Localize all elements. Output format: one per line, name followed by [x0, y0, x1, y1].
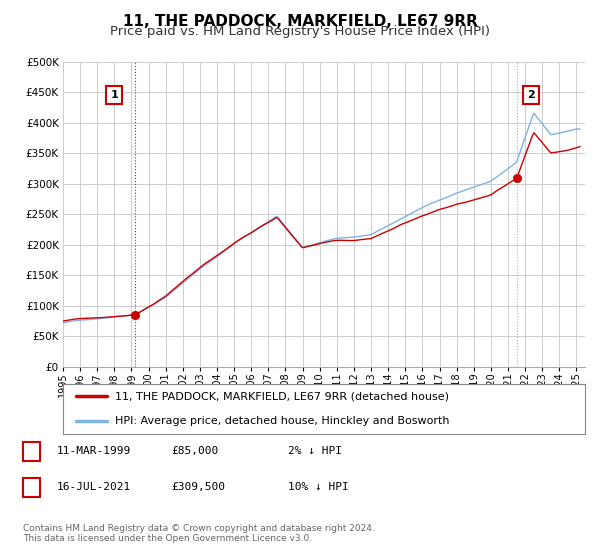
Text: 1: 1 — [28, 446, 35, 456]
Text: 11, THE PADDOCK, MARKFIELD, LE67 9RR (detached house): 11, THE PADDOCK, MARKFIELD, LE67 9RR (de… — [115, 391, 449, 401]
Text: 10% ↓ HPI: 10% ↓ HPI — [288, 482, 349, 492]
Text: Price paid vs. HM Land Registry's House Price Index (HPI): Price paid vs. HM Land Registry's House … — [110, 25, 490, 38]
Text: 2: 2 — [28, 482, 35, 492]
Text: Contains HM Land Registry data © Crown copyright and database right 2024.
This d: Contains HM Land Registry data © Crown c… — [23, 524, 374, 543]
Text: 2: 2 — [527, 90, 535, 100]
Text: 16-JUL-2021: 16-JUL-2021 — [57, 482, 131, 492]
Text: 1: 1 — [110, 90, 118, 100]
Text: 2% ↓ HPI: 2% ↓ HPI — [288, 446, 342, 456]
Text: HPI: Average price, detached house, Hinckley and Bosworth: HPI: Average price, detached house, Hinc… — [115, 417, 450, 426]
Text: 11, THE PADDOCK, MARKFIELD, LE67 9RR: 11, THE PADDOCK, MARKFIELD, LE67 9RR — [122, 14, 478, 29]
Text: £309,500: £309,500 — [171, 482, 225, 492]
Text: 11-MAR-1999: 11-MAR-1999 — [57, 446, 131, 456]
Text: £85,000: £85,000 — [171, 446, 218, 456]
